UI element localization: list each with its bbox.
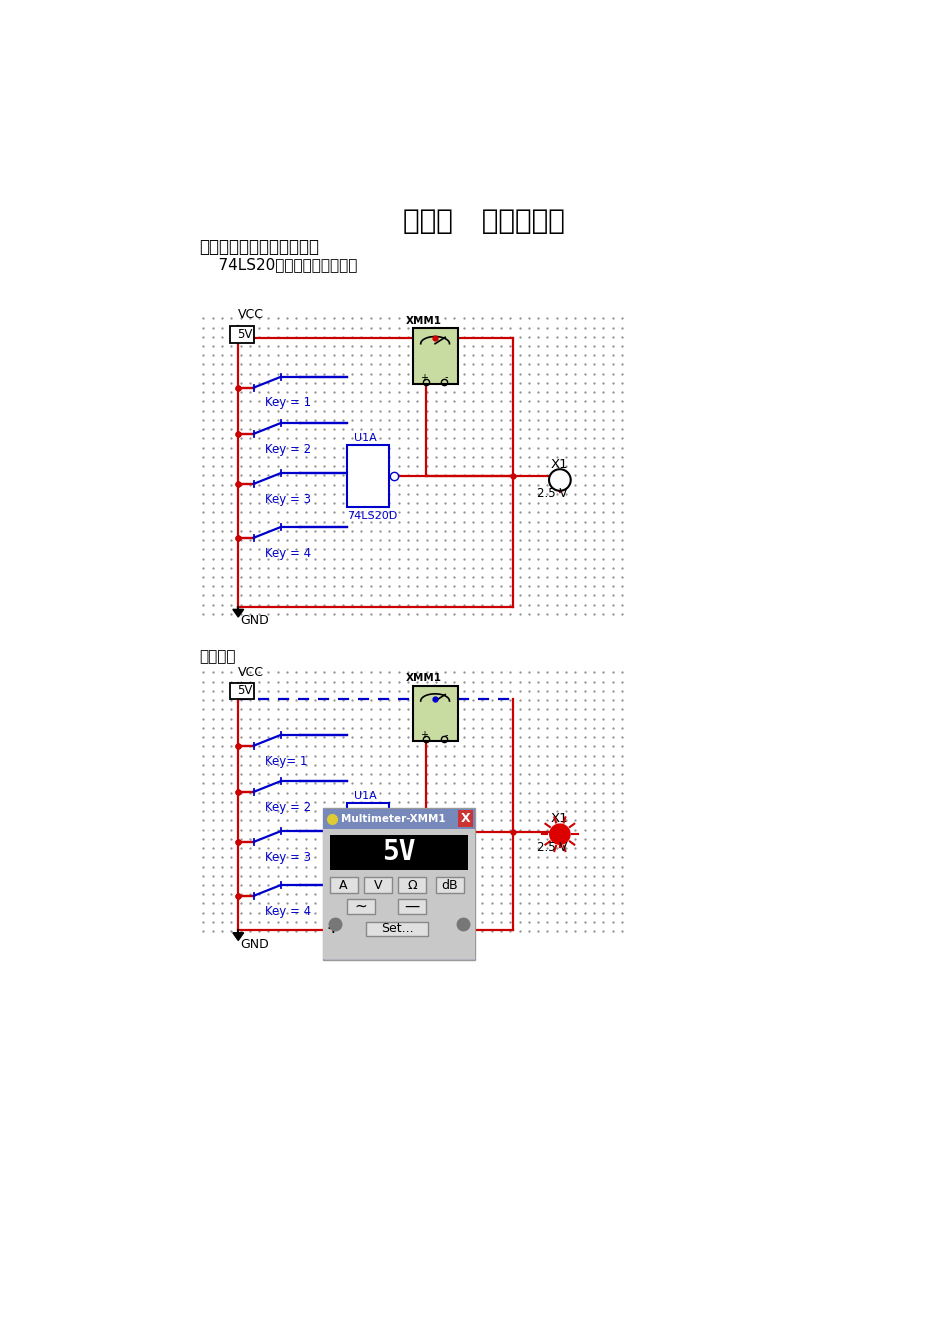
Text: Ω: Ω [407, 878, 416, 892]
Text: dB: dB [441, 878, 458, 892]
Text: +: + [326, 921, 339, 936]
Text: 仿真结果: 仿真结果 [199, 650, 236, 664]
Text: 74LS20（双四输入与非门）: 74LS20（双四输入与非门） [199, 257, 358, 271]
Bar [329, 836, 468, 869]
Text: X1: X1 [550, 459, 568, 471]
Text: XMM1: XMM1 [406, 673, 442, 683]
Text: ~: ~ [354, 898, 366, 915]
Text: U1A: U1A [354, 433, 377, 443]
Polygon shape [232, 933, 244, 940]
Text: 实验一   逻辑门电路: 实验一 逻辑门电路 [402, 206, 565, 234]
Text: -: - [444, 730, 447, 739]
Text: XMM1: XMM1 [406, 316, 442, 326]
Text: A: A [339, 878, 347, 892]
Bar [329, 877, 357, 893]
Text: 2.5 V: 2.5 V [536, 841, 566, 854]
Text: X: X [460, 813, 469, 825]
Text: Key = 3: Key = 3 [265, 493, 311, 505]
Text: Key= 1: Key= 1 [265, 754, 308, 767]
Text: VCC: VCC [238, 666, 264, 679]
Bar [457, 810, 473, 828]
Circle shape [548, 824, 570, 845]
Text: Key = 4: Key = 4 [265, 905, 312, 917]
Bar [346, 804, 389, 861]
Text: X1: X1 [550, 813, 568, 825]
Text: GND: GND [240, 937, 268, 951]
Bar [365, 923, 428, 936]
Bar [397, 898, 426, 915]
Text: +: + [419, 373, 428, 382]
Text: Key = 3: Key = 3 [265, 850, 311, 864]
Bar [323, 829, 474, 959]
Text: 5V: 5V [237, 328, 252, 341]
Text: 5V: 5V [382, 838, 415, 866]
Bar [435, 877, 464, 893]
Bar [413, 329, 457, 384]
Text: VCC: VCC [238, 308, 264, 321]
Bar [413, 686, 457, 741]
Bar [346, 445, 389, 507]
Bar [323, 808, 475, 960]
Text: Key = 2: Key = 2 [265, 443, 312, 456]
Text: Multimeter-XMM1: Multimeter-XMM1 [340, 814, 445, 824]
Bar [323, 809, 474, 829]
Text: Key = 4: Key = 4 [265, 547, 312, 560]
Bar [397, 877, 426, 893]
Text: -: - [462, 921, 467, 936]
Bar [346, 898, 374, 915]
Text: 5V: 5V [237, 685, 252, 698]
Text: 2.5 V: 2.5 V [536, 487, 566, 500]
Text: GND: GND [240, 615, 268, 627]
Text: -: - [444, 373, 447, 382]
Circle shape [548, 469, 570, 491]
Text: Key = 2: Key = 2 [265, 801, 312, 814]
Bar [363, 877, 391, 893]
Text: Set...: Set... [380, 923, 413, 936]
Text: 一、与非门逻辑功能的测试: 一、与非门逻辑功能的测试 [199, 238, 319, 257]
Text: V: V [373, 878, 381, 892]
Text: +: + [419, 730, 428, 739]
Bar [230, 326, 254, 342]
Text: Key = 1: Key = 1 [265, 397, 312, 409]
Polygon shape [232, 610, 244, 618]
Text: —: — [404, 898, 419, 915]
Bar [230, 682, 254, 699]
Text: 74LS20D: 74LS20D [346, 511, 396, 521]
Text: U1A: U1A [354, 790, 377, 801]
